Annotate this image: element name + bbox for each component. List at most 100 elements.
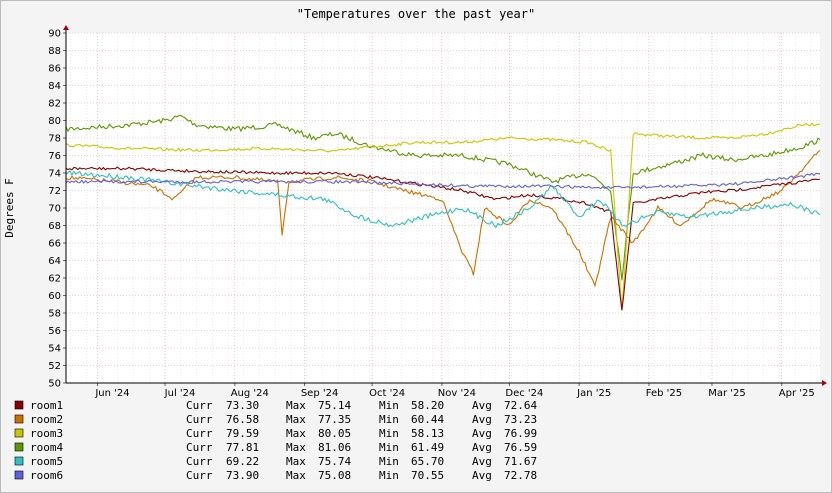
series-line-room1	[65, 166, 821, 310]
legend-item-room5: room5 Curr 69.22 Max 75.74 Min 65.70 Avg 71.67	[14, 455, 537, 468]
legend-min-label: Min	[379, 427, 399, 440]
legend-avg-label: Avg	[472, 427, 492, 440]
x-tick-label: Sep '24	[301, 388, 339, 399]
legend-max-value: 81.06	[318, 441, 351, 454]
x-tick-label: Jul '24	[164, 388, 196, 399]
x-tick-label: Feb '25	[646, 388, 682, 399]
legend-series-name: room4	[30, 441, 63, 454]
legend-swatch	[14, 428, 24, 438]
legend-swatch	[14, 442, 24, 452]
legend-series-name: room1	[30, 399, 63, 412]
y-tick-label: 60	[48, 291, 61, 302]
legend-min-label: Min	[379, 441, 399, 454]
y-tick-label: 82	[48, 99, 61, 110]
legend-avg-label: Avg	[472, 441, 492, 454]
legend-min-label: Min	[379, 413, 399, 426]
y-tick-label: 50	[48, 379, 61, 390]
legend-avg-value: 71.67	[504, 455, 537, 468]
legend-swatch	[14, 456, 24, 466]
y-tick-label: 76	[48, 151, 61, 162]
y-tick-label: 70	[48, 204, 61, 215]
legend-max-label: Max	[286, 427, 306, 440]
legend-curr-value: 73.30	[226, 399, 259, 412]
series-lines	[65, 114, 821, 311]
x-tick-label: Mar '25	[708, 388, 746, 399]
legend-item-room1: room1 Curr 73.30 Max 75.14 Min 58.20 Avg 72.64	[14, 399, 537, 412]
legend-curr-value: 76.58	[226, 413, 259, 426]
legend-item-room6: room6 Curr 73.90 Max 75.08 Min 70.55 Avg 72.78	[14, 469, 537, 482]
legend-max-value: 75.74	[318, 455, 351, 468]
legend-max-value: 75.08	[318, 469, 351, 482]
series-line-room2	[65, 149, 821, 288]
legend: room1 Curr 73.30 Max 75.14 Min 58.20 Avg 72.64ro…	[14, 399, 537, 482]
legend-series-name: room6	[30, 469, 63, 482]
legend-curr-label: Curr	[186, 427, 213, 440]
y-tick-label: 56	[48, 326, 61, 337]
y-tick-label: 52	[48, 361, 61, 372]
legend-min-label: Min	[379, 455, 399, 468]
plot-area	[66, 33, 820, 383]
legend-avg-value: 76.99	[504, 427, 537, 440]
y-tick-label: 74	[48, 169, 61, 180]
legend-swatch	[14, 400, 24, 410]
legend-curr-label: Curr	[186, 441, 213, 454]
legend-avg-label: Avg	[472, 469, 492, 482]
legend-curr-value: 69.22	[226, 455, 259, 468]
x-tick-label: Jun '24	[94, 388, 129, 399]
x-axis-arrow	[822, 380, 827, 386]
y-tick-label: 66	[48, 239, 61, 250]
legend-swatch	[14, 414, 24, 424]
legend-avg-label: Avg	[472, 413, 492, 426]
y-tick-label: 84	[48, 81, 61, 92]
y-tick-label: 88	[48, 46, 61, 57]
series-line-room6	[65, 172, 821, 190]
legend-max-label: Max	[286, 455, 306, 468]
legend-series-name: room2	[30, 413, 63, 426]
legend-item-room3: room3 Curr 79.59 Max 80.05 Min 58.13 Avg 76.99	[14, 427, 537, 440]
legend-swatch	[14, 470, 24, 480]
x-tick-label: Jan '25	[576, 388, 611, 399]
legend-min-value: 58.13	[411, 427, 444, 440]
legend-max-label: Max	[286, 399, 306, 412]
y-tick-label: 64	[48, 256, 61, 267]
y-tick-label: 62	[48, 274, 61, 285]
x-tick-label: Nov '24	[438, 388, 476, 399]
y-tick-label: 68	[48, 221, 61, 232]
y-tick-label: 72	[48, 186, 61, 197]
legend-curr-label: Curr	[186, 413, 213, 426]
legend-curr-label: Curr	[186, 469, 213, 482]
legend-avg-value: 73.23	[504, 413, 537, 426]
legend-max-value: 75.14	[318, 399, 351, 412]
legend-curr-label: Curr	[186, 455, 213, 468]
chart-title: "Temperatures over the past year"	[297, 7, 535, 21]
legend-curr-value: 77.81	[226, 441, 259, 454]
y-tick-label: 54	[48, 344, 61, 355]
series-line-room4	[65, 114, 821, 281]
axes	[63, 25, 827, 386]
legend-max-label: Max	[286, 441, 306, 454]
legend-series-name: room5	[30, 455, 63, 468]
y-tick-label: 80	[48, 116, 61, 127]
legend-avg-label: Avg	[472, 399, 492, 412]
legend-avg-value: 72.78	[504, 469, 537, 482]
legend-min-value: 61.49	[411, 441, 444, 454]
x-tick-label: Oct '24	[369, 388, 405, 399]
legend-min-label: Min	[379, 399, 399, 412]
x-tick-label: Apr '25	[779, 388, 815, 399]
legend-max-label: Max	[286, 413, 306, 426]
legend-series-name: room3	[30, 427, 63, 440]
legend-max-value: 80.05	[318, 427, 351, 440]
y-tick-labels: 50 52 54 56 58 60 62 64 66 68 70 72 74 76 78 80 82 84 86 88…	[48, 29, 61, 390]
x-tick-label: Aug '24	[231, 388, 269, 399]
legend-avg-label: Avg	[472, 455, 492, 468]
x-tick-label: Dec '24	[505, 388, 543, 399]
series-line-room3	[65, 122, 821, 311]
y-tick-label: 78	[48, 134, 61, 145]
legend-min-value: 58.20	[411, 399, 444, 412]
legend-min-label: Min	[379, 469, 399, 482]
y-axis-label: Degrees F	[3, 178, 16, 238]
series-line-room5	[65, 169, 821, 229]
legend-item-room4: room4 Curr 77.81 Max 81.06 Min 61.49 Avg 76.59	[14, 441, 537, 454]
y-axis-arrow	[63, 25, 69, 30]
